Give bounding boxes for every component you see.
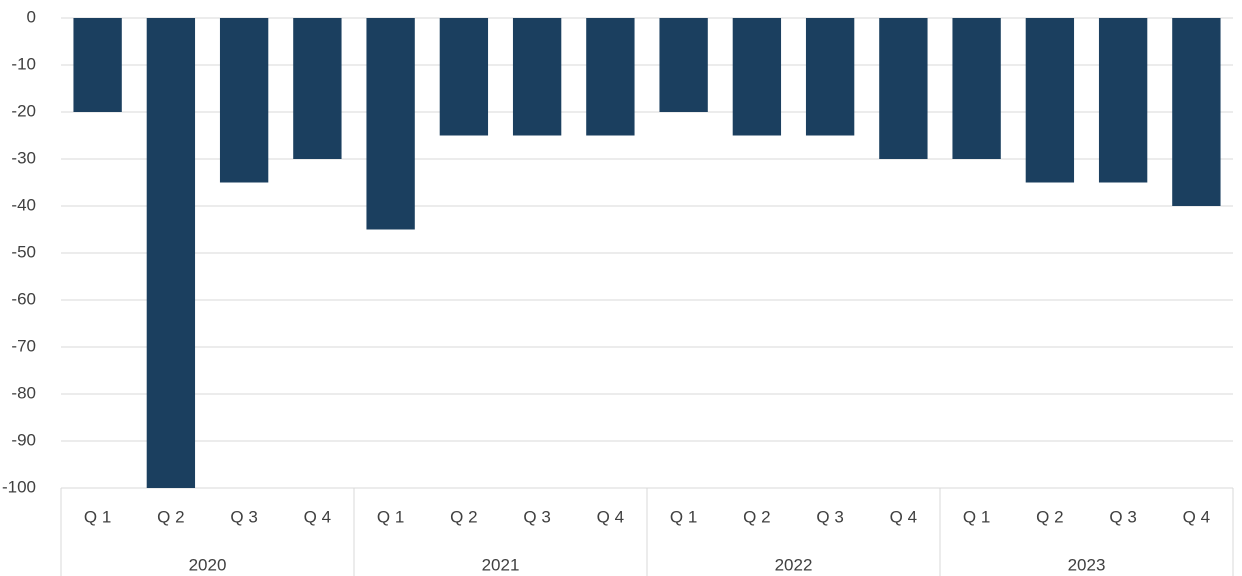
y-axis: 0 -10 -20 -30 -40 -50 -60 -70 -80 -90 -100 <box>2 7 36 496</box>
group-label: 2020 <box>189 555 227 574</box>
bar <box>512 18 562 136</box>
x-tick-label: Q 4 <box>890 507 917 526</box>
y-tick-label: -30 <box>11 148 36 167</box>
bar <box>439 18 489 136</box>
x-tick-label: Q 3 <box>523 507 550 526</box>
y-tick-label: 0 <box>27 7 36 26</box>
x-tick-label: Q 2 <box>1036 507 1063 526</box>
x-tick-label: Q 1 <box>963 507 990 526</box>
x-tick-label: Q 3 <box>230 507 257 526</box>
y-tick-label: -10 <box>11 54 36 73</box>
bar <box>366 18 415 230</box>
bar <box>146 18 196 488</box>
x-tick-label: Q 1 <box>670 507 697 526</box>
x-tick-label: Q 2 <box>743 507 770 526</box>
bars <box>73 18 1221 488</box>
x-tick-label: Q 4 <box>304 507 331 526</box>
bar <box>1098 18 1148 183</box>
bar <box>805 18 855 136</box>
group-label: 2021 <box>482 555 520 574</box>
bar <box>586 18 635 136</box>
x-tick-label: Q 4 <box>597 507 624 526</box>
bar <box>219 18 269 183</box>
bar <box>73 18 122 112</box>
x-tick-label: Q 2 <box>450 507 477 526</box>
x-axis: Q 1 Q 2 Q 3 Q 4 Q 1 Q 2 Q 3 Q 4 Q 1 Q 2 Q 3 Q 4 Q 1 Q… <box>60 488 1234 576</box>
bar <box>1172 18 1221 206</box>
y-tick-label: -80 <box>11 383 36 402</box>
bar <box>659 18 708 112</box>
bar <box>879 18 928 159</box>
x-tick-label: Q 2 <box>157 507 184 526</box>
x-tick-label: Q 3 <box>1109 507 1136 526</box>
x-tick-label: Q 1 <box>377 507 404 526</box>
group-label: 2022 <box>775 555 813 574</box>
x-tick-label: Q 4 <box>1183 507 1210 526</box>
group-label: 2023 <box>1068 555 1106 574</box>
x-tick-label: Q 3 <box>816 507 843 526</box>
y-tick-label: -90 <box>11 430 36 449</box>
bar <box>293 18 342 159</box>
y-tick-label: -20 <box>11 101 36 120</box>
y-tick-label: -70 <box>11 336 36 355</box>
y-tick-label: -60 <box>11 289 36 308</box>
bar <box>952 18 1001 159</box>
y-tick-label: -100 <box>2 477 36 496</box>
bar <box>732 18 782 136</box>
x-tick-label: Q 1 <box>84 507 111 526</box>
bar <box>1025 18 1075 183</box>
y-tick-label: -40 <box>11 195 36 214</box>
y-tick-label: -50 <box>11 242 36 261</box>
